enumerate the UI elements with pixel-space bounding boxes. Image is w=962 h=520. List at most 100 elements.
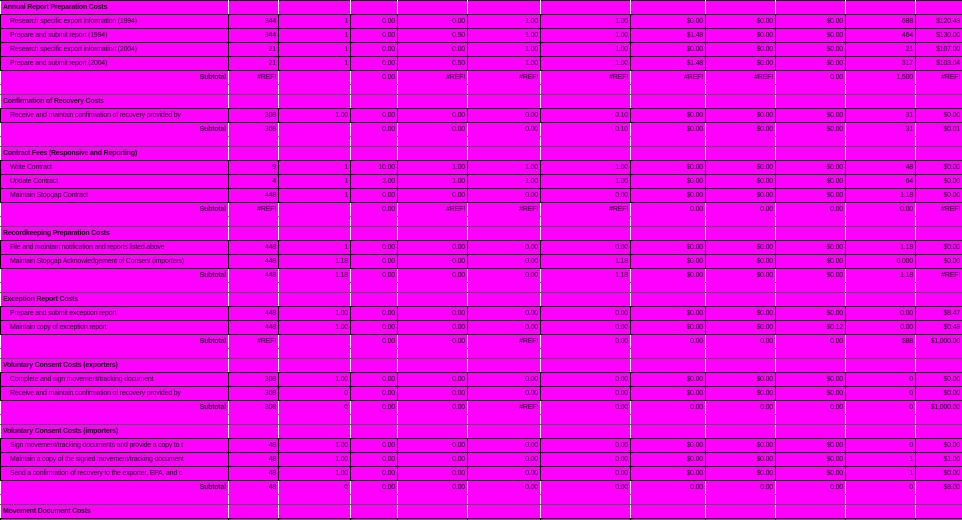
cell-total: $8.47	[915, 306, 962, 321]
activity-label: Receive and maintain confirmation of rec…	[0, 386, 229, 401]
table-row: Prepare and submit report (2004) 21 1 0.00 0…	[0, 56, 962, 71]
cell-cost_a: $1.48	[630, 56, 706, 71]
cell-responses: 1	[278, 56, 351, 71]
cell-hours_tech: 0.00	[350, 306, 398, 321]
spacer-cell	[278, 348, 351, 359]
section-filler	[350, 0, 398, 15]
section-filler	[350, 504, 398, 519]
section-filler	[845, 358, 916, 373]
cell-cost_b: 0.00	[705, 400, 776, 415]
cell-hours_tech: 0.00	[350, 466, 398, 481]
activity-label: Maintain Stopgap Acknowledgement of Cons…	[0, 254, 229, 269]
cell-cost_a: $0.00	[630, 108, 706, 123]
cell-hours_legal: 1.00	[540, 28, 631, 43]
cell-hours_legal: 0.00	[540, 452, 631, 467]
cell-responses: 1.00	[278, 306, 351, 321]
cell-cost_c: $0.00	[775, 188, 846, 203]
section-header-row: Movement Document Costs	[0, 504, 962, 519]
cell-cost_a: $0.00	[630, 254, 706, 269]
cell-total: $0.00	[915, 386, 962, 401]
table-row: Subtotal #REF! 0.00 #REF! #REF! #REF! 0.00 0.00…	[0, 202, 962, 217]
cell-responses: 1	[278, 42, 351, 57]
cell-hours_mgmt: 0.50	[397, 28, 468, 43]
section-filler	[540, 94, 631, 109]
spacer-row	[0, 348, 962, 359]
section-filler	[397, 424, 468, 439]
cell-respondents: #REF!	[228, 202, 279, 217]
cell-total: $0.48	[915, 320, 962, 335]
spacer-cell	[845, 136, 916, 147]
section-filler	[630, 146, 706, 161]
spacer-cell	[228, 136, 279, 147]
cell-cost_a: $0.00	[630, 240, 706, 255]
cell-cost_b: $0.00	[705, 268, 776, 283]
table-row: Maintain copy of exception report 448 1.00…	[0, 320, 962, 335]
cell-cost_b: $0.00	[705, 28, 776, 43]
cell-respondents: 448	[228, 240, 279, 255]
cell-hours_tech: 0.00	[350, 334, 398, 349]
section-filler	[775, 94, 846, 109]
spacer-cell	[540, 494, 631, 505]
section-header-row: Confirmation of Recovery Costs	[0, 94, 962, 109]
cell-total: $0.01	[915, 122, 962, 137]
section-filler	[397, 358, 468, 373]
cell-total: $120.43	[915, 14, 962, 29]
cell-cost_a: $1.48	[630, 28, 706, 43]
cell-cost_d: 464	[845, 28, 916, 43]
spacer-cell	[540, 84, 631, 95]
section-filler	[845, 292, 916, 307]
cell-hours_cler: #REF!	[467, 70, 541, 85]
table-row: Subtotal 308 0.00 0.00 0.00 0.10 $0.00 $0.00 $0.…	[0, 122, 962, 137]
cell-cost_d: 1	[845, 466, 916, 481]
section-filler	[705, 0, 776, 15]
cell-hours_mgmt: 0.00	[397, 386, 468, 401]
activity-label: Update Contract	[0, 174, 229, 189]
cell-respondents: 48	[228, 480, 279, 495]
cell-cost_c: 0.00	[775, 70, 846, 85]
section-title: Contract Fees (Responsive and Reporting)	[0, 146, 229, 161]
section-filler	[630, 0, 706, 15]
cell-cost_c: 0.00	[775, 202, 846, 217]
cell-hours_legal: 0.00	[540, 438, 631, 453]
cell-responses: 1	[278, 240, 351, 255]
cell-hours_legal: 1.00	[540, 174, 631, 189]
cell-cost_b: $0.00	[705, 14, 776, 29]
section-header-row: Voluntary Consent Costs (exporters)	[0, 358, 962, 373]
section-filler	[915, 358, 962, 373]
cell-hours_mgmt: 0.00	[397, 14, 468, 29]
spacer-cell	[397, 282, 468, 293]
section-filler	[397, 226, 468, 241]
subtotal-label: Subtotal	[0, 268, 229, 283]
section-filler	[278, 358, 351, 373]
cell-responses: 1	[278, 174, 351, 189]
spacer-cell	[467, 414, 541, 425]
spacer-cell	[467, 494, 541, 505]
cell-cost_a: $0.00	[630, 466, 706, 481]
spacer-cell	[0, 494, 229, 505]
spacer-cell	[775, 216, 846, 227]
table-row: File and maintain notification and repor…	[0, 240, 962, 255]
cell-hours_mgmt: 0.00	[397, 452, 468, 467]
spacer-cell	[540, 414, 631, 425]
cell-cost_a: $0.00	[630, 452, 706, 467]
cell-hours_cler: 0.00	[467, 268, 541, 283]
table-row: Complete movement document3801,770.000.0…	[0, 518, 962, 520]
cell-hours_tech: 0.00	[350, 480, 398, 495]
spacer-cell	[705, 136, 776, 147]
cell-cost_a: $0.00	[630, 42, 706, 57]
spacer-row	[0, 216, 962, 227]
cell-cost_d: 1.18	[845, 240, 916, 255]
cell-responses	[278, 334, 351, 349]
spacer-cell	[467, 348, 541, 359]
cell-total: $0.00	[915, 174, 962, 189]
cell-hours_legal: 1.18	[540, 254, 631, 269]
section-header-row: Exception Report Costs	[0, 292, 962, 307]
subtotal-label: Subtotal	[0, 334, 229, 349]
cell-responses: 1.18	[278, 254, 351, 269]
cell-cost_b: $0.00	[705, 466, 776, 481]
spacer-cell	[845, 84, 916, 95]
activity-label: Research specific export information (20…	[0, 42, 229, 57]
section-filler	[630, 292, 706, 307]
spacer-cell	[915, 282, 962, 293]
